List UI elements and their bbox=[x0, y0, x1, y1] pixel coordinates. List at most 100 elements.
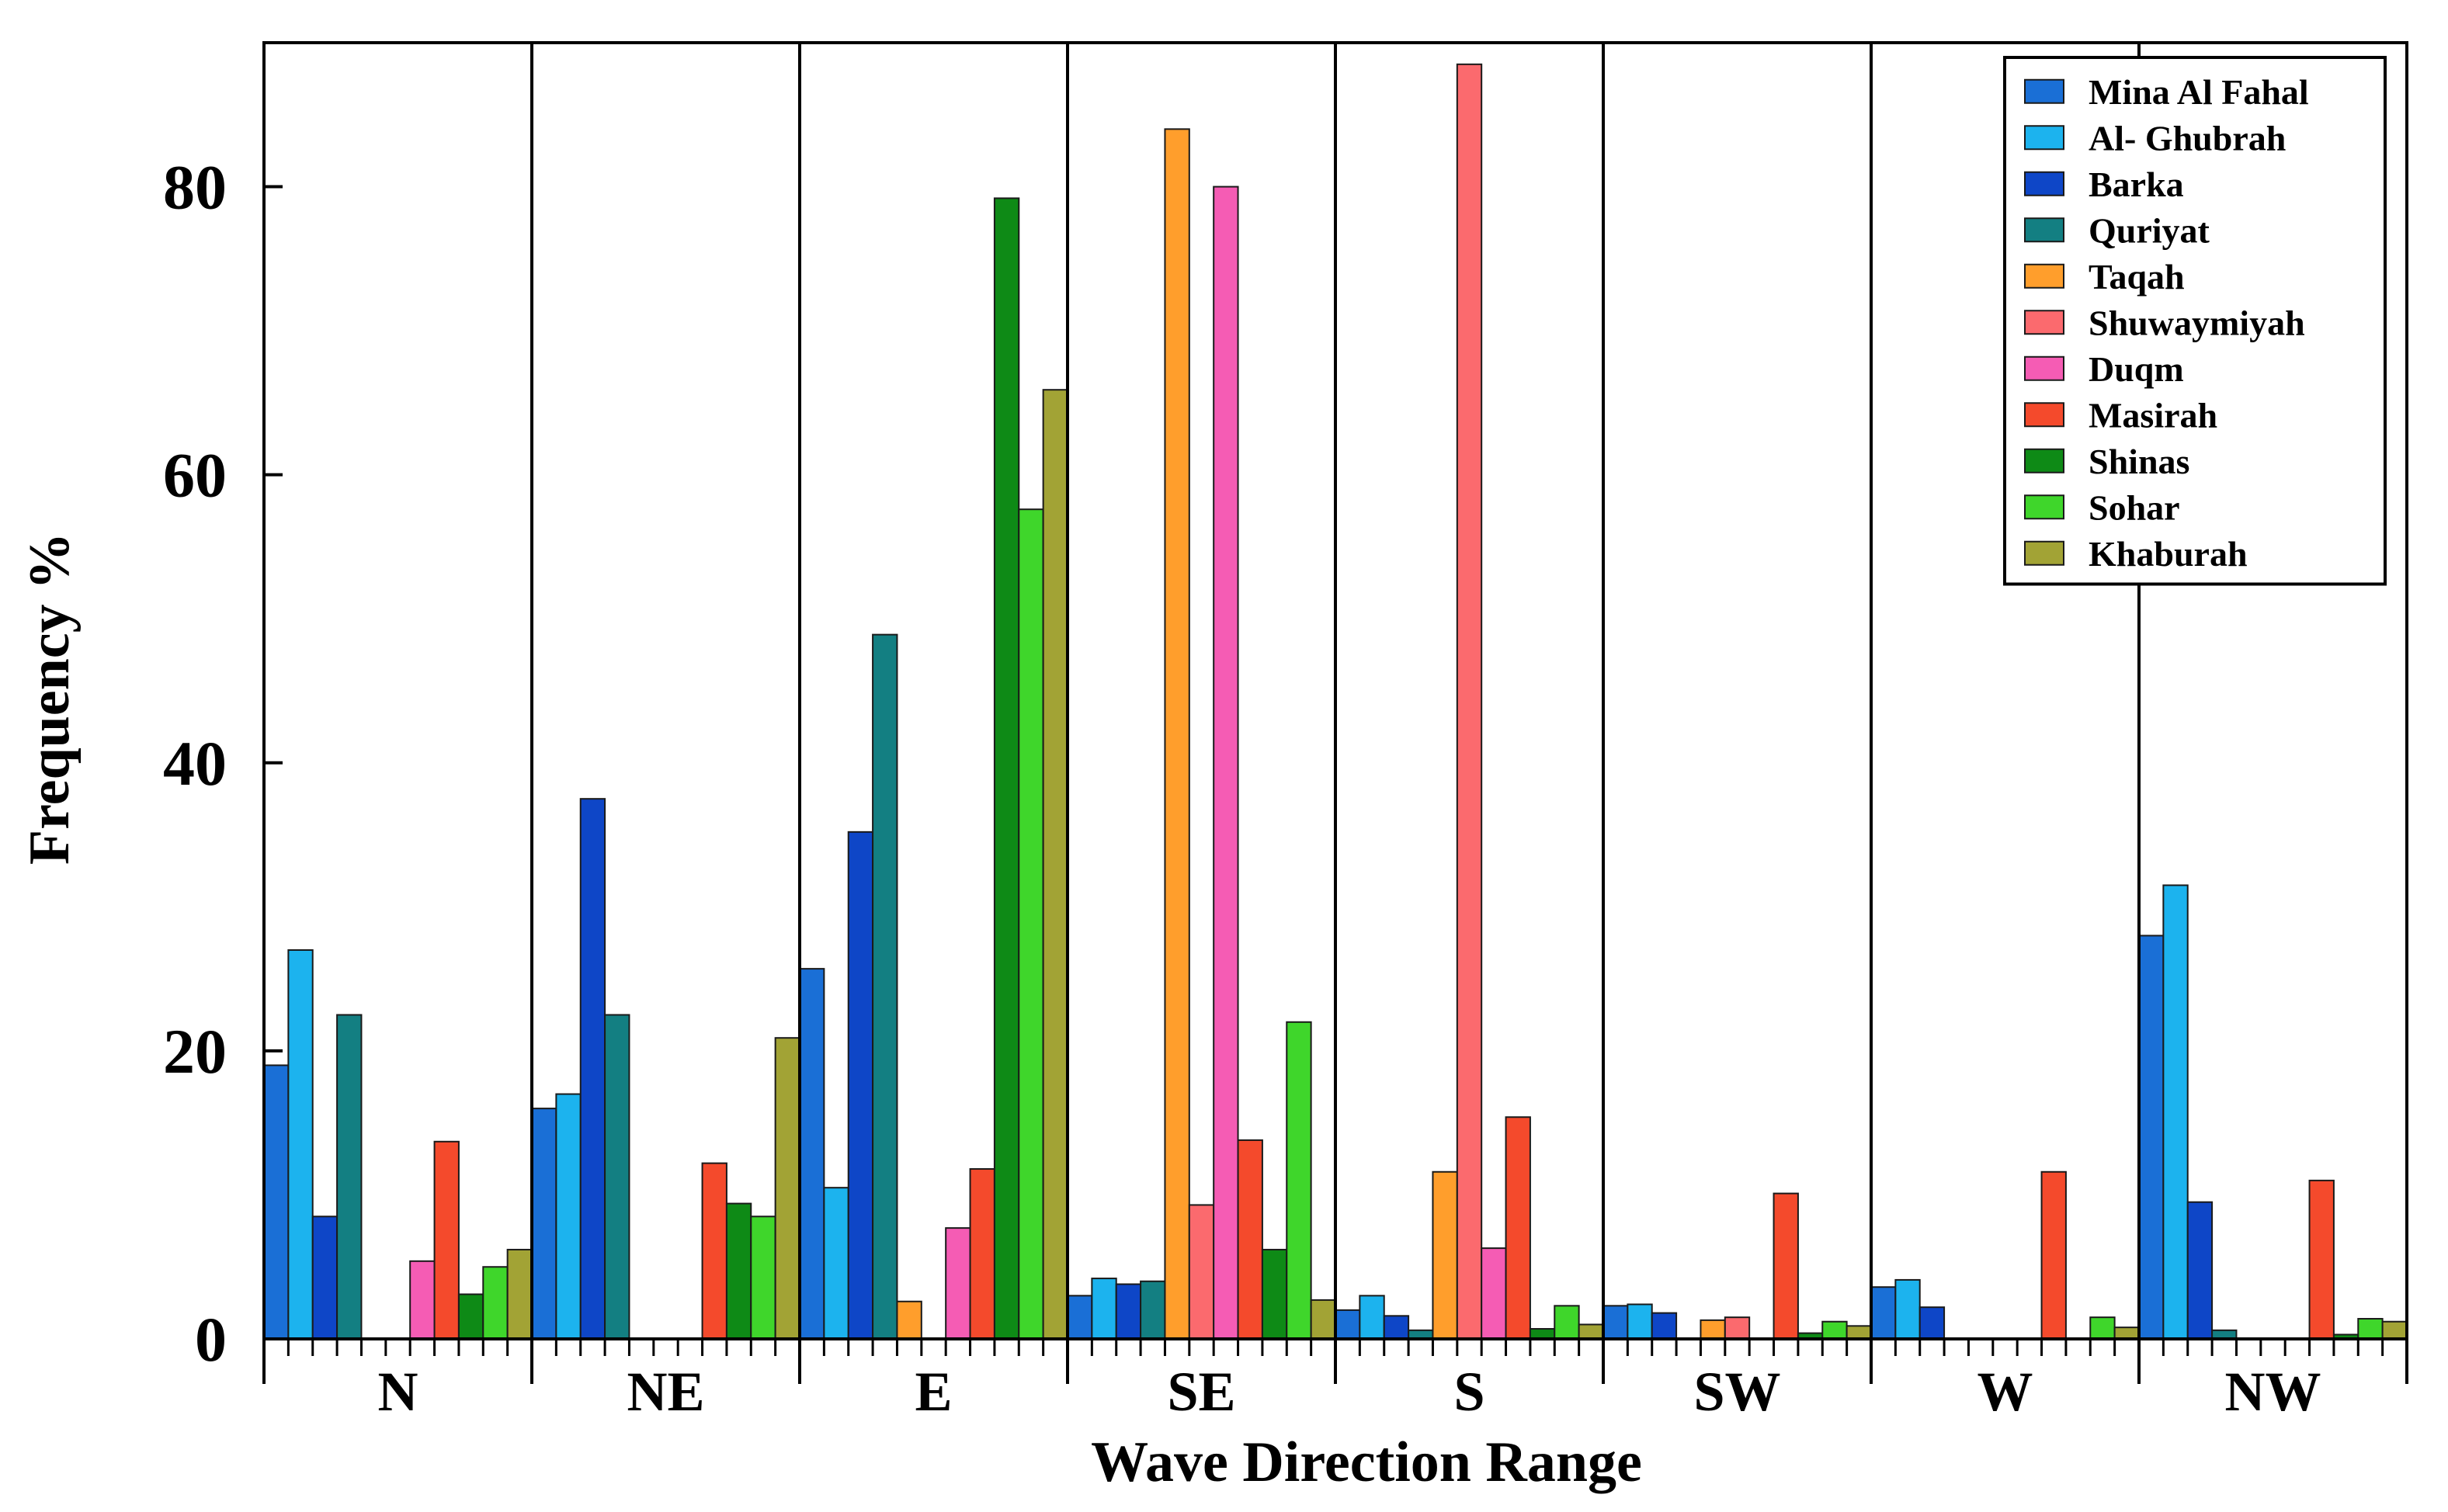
bar-e-s0 bbox=[799, 968, 825, 1340]
x-category-label: NE bbox=[627, 1361, 704, 1423]
bar-nw-s0 bbox=[2138, 935, 2165, 1340]
legend-label: Shuwaymiyah bbox=[2089, 303, 2305, 342]
bar-s-s1 bbox=[1359, 1295, 1385, 1340]
bar-ne-s3 bbox=[604, 1014, 630, 1340]
bar-s-s10 bbox=[1578, 1323, 1605, 1340]
bar-s-s9 bbox=[1554, 1305, 1580, 1340]
y-axis-label: Frequency % bbox=[18, 532, 82, 865]
legend-label: Al- Ghubrah bbox=[2089, 118, 2286, 158]
bar-nw-s2 bbox=[2186, 1201, 2214, 1340]
bar-se-s0 bbox=[1067, 1295, 1093, 1340]
bar-e-s7 bbox=[969, 1168, 995, 1340]
legend-label: Shinas bbox=[2089, 442, 2189, 481]
y-tick-label: 0 bbox=[195, 1304, 227, 1375]
bar-s-s5 bbox=[1456, 63, 1483, 1340]
plot-frame bbox=[262, 41, 2408, 1384]
bar-se-s3 bbox=[1140, 1280, 1166, 1340]
bar-se-s1 bbox=[1091, 1278, 1117, 1340]
x-category-label: SE bbox=[1167, 1361, 1235, 1423]
bar-e-s9 bbox=[1018, 508, 1044, 1340]
x-category-label: W bbox=[1977, 1361, 2033, 1423]
bar-nw-s1 bbox=[2162, 884, 2189, 1340]
bar-nw-s7 bbox=[2308, 1179, 2335, 1340]
bar-se-s6 bbox=[1213, 186, 1239, 1340]
bar-w-s9 bbox=[2089, 1316, 2116, 1340]
bar-ne-s10 bbox=[774, 1037, 801, 1340]
bar-n-s6 bbox=[409, 1260, 436, 1340]
legend-label: Sohar bbox=[2089, 487, 2180, 527]
bar-s-s0 bbox=[1335, 1309, 1361, 1340]
bar-e-s3 bbox=[872, 633, 898, 1340]
bar-sw-s7 bbox=[1773, 1192, 1799, 1340]
legend-swatch bbox=[2024, 310, 2064, 335]
bar-n-s2 bbox=[311, 1215, 339, 1340]
bar-ne-s0 bbox=[531, 1108, 557, 1340]
legend-swatch bbox=[2024, 402, 2064, 428]
x-axis-label: Wave Direction Range bbox=[1091, 1431, 1642, 1494]
bar-ne-s7 bbox=[701, 1162, 727, 1340]
legend-label: Khaburah bbox=[2089, 534, 2248, 574]
bar-n-s9 bbox=[482, 1266, 509, 1340]
bar-se-s9 bbox=[1286, 1021, 1312, 1340]
bar-sw-s0 bbox=[1602, 1305, 1629, 1340]
bar-s-s4 bbox=[1432, 1170, 1458, 1340]
bar-sw-s4 bbox=[1700, 1319, 1726, 1340]
bar-e-s6 bbox=[945, 1227, 971, 1340]
bar-nw-s9 bbox=[2357, 1318, 2384, 1340]
legend-swatch bbox=[2024, 125, 2064, 151]
legend-label: Barka bbox=[2089, 165, 2184, 204]
bar-n-s10 bbox=[506, 1248, 533, 1340]
legend-swatch bbox=[2024, 355, 2064, 381]
legend-label: Quriyat bbox=[2089, 210, 2210, 250]
bar-ne-s8 bbox=[725, 1202, 752, 1340]
bar-se-s10 bbox=[1310, 1299, 1337, 1340]
bar-e-s1 bbox=[823, 1187, 849, 1340]
legend-swatch bbox=[2024, 217, 2064, 243]
bar-n-s7 bbox=[433, 1140, 460, 1340]
bar-ne-s1 bbox=[555, 1093, 582, 1340]
bar-nw-s10 bbox=[2381, 1320, 2408, 1340]
legend-label: Mina Al Fahal bbox=[2089, 72, 2309, 112]
legend-box bbox=[2003, 56, 2387, 586]
x-category-label: E bbox=[915, 1361, 952, 1423]
x-category-label: SW bbox=[1693, 1361, 1780, 1423]
bar-n-s3 bbox=[336, 1014, 363, 1340]
x-category-label: S bbox=[1453, 1361, 1484, 1423]
bar-s-s7 bbox=[1505, 1116, 1531, 1340]
bar-s-s6 bbox=[1481, 1247, 1507, 1340]
bar-e-s2 bbox=[847, 831, 874, 1340]
bar-e-s8 bbox=[993, 197, 1020, 1340]
bar-w-s0 bbox=[1870, 1286, 1897, 1340]
bar-w-s1 bbox=[1894, 1278, 1921, 1340]
y-tick-labels: 0 20 40 60 80 bbox=[163, 152, 283, 1375]
bar-e-s4 bbox=[896, 1300, 922, 1340]
bar-sw-s5 bbox=[1724, 1316, 1751, 1340]
bar-ne-s2 bbox=[579, 798, 606, 1340]
bar-se-s5 bbox=[1188, 1204, 1215, 1340]
y-tick-label: 20 bbox=[163, 1016, 227, 1087]
bar-se-s2 bbox=[1115, 1283, 1142, 1340]
bar-se-s8 bbox=[1261, 1248, 1288, 1340]
bar-s-s2 bbox=[1383, 1315, 1410, 1340]
bar-e-s10 bbox=[1042, 389, 1069, 1340]
bar-n-s1 bbox=[287, 949, 314, 1340]
legend-label: Taqah bbox=[2089, 257, 2185, 297]
legend-swatch bbox=[2024, 263, 2064, 289]
y-tick-label: 80 bbox=[163, 152, 227, 223]
legend-swatch bbox=[2024, 78, 2064, 104]
bar-n-s0 bbox=[263, 1064, 290, 1340]
bar-w-s7 bbox=[2040, 1170, 2067, 1340]
y-tick-label: 40 bbox=[163, 728, 227, 799]
legend-swatch bbox=[2024, 494, 2064, 520]
legend-label: Duqm bbox=[2089, 349, 2184, 389]
bar-se-s4 bbox=[1164, 128, 1190, 1340]
bar-sw-s2 bbox=[1651, 1312, 1678, 1340]
bar-se-s7 bbox=[1237, 1139, 1263, 1340]
bar-w-s2 bbox=[1918, 1306, 1946, 1340]
x-category-label: NW bbox=[2225, 1361, 2321, 1423]
x-category-label: N bbox=[378, 1361, 418, 1423]
bar-sw-s10 bbox=[1846, 1325, 1872, 1340]
legend: Mina Al Fahal Al- Ghubrah Barka Quriyat Taqa… bbox=[2003, 56, 2387, 586]
tick-marks bbox=[286, 1339, 2384, 1356]
